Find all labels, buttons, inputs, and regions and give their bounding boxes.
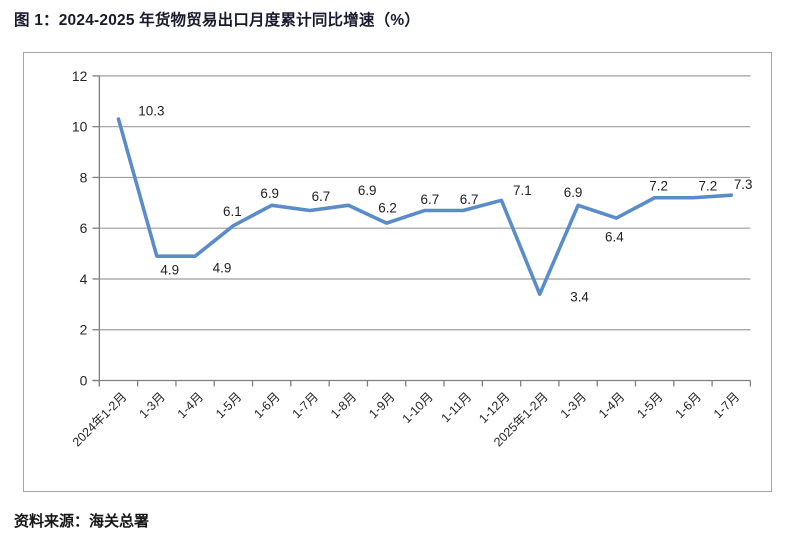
x-tick-label: 1-10月 <box>400 390 436 426</box>
x-tick-label: 1-3月 <box>136 390 167 421</box>
x-tick-label: 2024年1-2月 <box>70 390 130 450</box>
data-series-line <box>116 117 734 296</box>
data-point-label: 6.4 <box>605 229 624 244</box>
data-point-label: 6.7 <box>460 192 479 207</box>
x-tick-label: 1-7月 <box>290 390 321 421</box>
chart-title: 图 1：2024-2025 年货物贸易出口月度累计同比增速（%） <box>14 12 421 29</box>
data-point-label: 7.2 <box>699 178 718 193</box>
y-tick-label: 12 <box>72 68 88 84</box>
data-point-label: 3.4 <box>570 290 589 305</box>
y-axis-ticks: 0 2 4 6 8 10 12 <box>72 68 100 389</box>
chart-frame: 0 2 4 6 8 10 12 2024年1-2月 1-3月 1-4月 1-5月 1-6月 1-7月 1-… <box>23 52 772 492</box>
y-tick-label: 0 <box>80 373 88 389</box>
x-tick-label: 1-4月 <box>175 390 206 421</box>
data-point-label: 6.9 <box>564 185 583 200</box>
data-point-label: 7.1 <box>513 183 532 198</box>
y-tick-label: 2 <box>80 322 88 338</box>
data-point-label: 6.9 <box>358 183 377 198</box>
x-tick-label: 1-8月 <box>328 390 359 421</box>
data-point-label: 7.3 <box>734 177 753 192</box>
data-point-label: 4.9 <box>160 263 179 278</box>
data-point-label: 4.9 <box>213 261 232 276</box>
axes <box>92 75 751 387</box>
y-tick-label: 10 <box>72 119 88 135</box>
x-tick-label: 1-12月 <box>476 390 512 426</box>
x-tick-label: 1-7月 <box>711 390 742 421</box>
x-axis-ticks <box>98 380 752 387</box>
x-tick-label: 1-5月 <box>213 390 244 421</box>
y-tick-label: 8 <box>80 169 88 185</box>
data-point-label: 6.1 <box>223 204 242 219</box>
x-tick-label: 1-5月 <box>634 390 665 421</box>
data-point-label: 6.7 <box>421 192 440 207</box>
data-point-label: 6.7 <box>312 189 331 204</box>
data-point-label: 6.9 <box>260 186 279 201</box>
y-tick-label: 4 <box>80 271 88 287</box>
data-point-label: 10.3 <box>138 104 164 119</box>
y-tick-label: 6 <box>80 220 88 236</box>
x-axis-labels: 2024年1-2月 1-3月 1-4月 1-5月 1-6月 1-7月 1-8月 1-9月 1-1… <box>70 390 743 450</box>
data-labels: 10.34.9 4.96.16.9 6.7 6.96.26.7 6.77.13.46.9… <box>138 104 752 305</box>
x-tick-label: 1-4月 <box>596 390 627 421</box>
x-tick-label: 1-3月 <box>558 390 589 421</box>
x-tick-label: 1-9月 <box>366 390 397 421</box>
data-point-label: 6.2 <box>378 201 397 216</box>
gridlines <box>99 75 751 331</box>
x-tick-label: 1-11月 <box>439 390 475 426</box>
data-point-label: 7.2 <box>649 178 668 193</box>
x-tick-label: 1-6月 <box>673 390 704 421</box>
x-tick-label: 1-6月 <box>251 390 282 421</box>
source-note: 资料来源：海关总署 <box>14 513 150 530</box>
